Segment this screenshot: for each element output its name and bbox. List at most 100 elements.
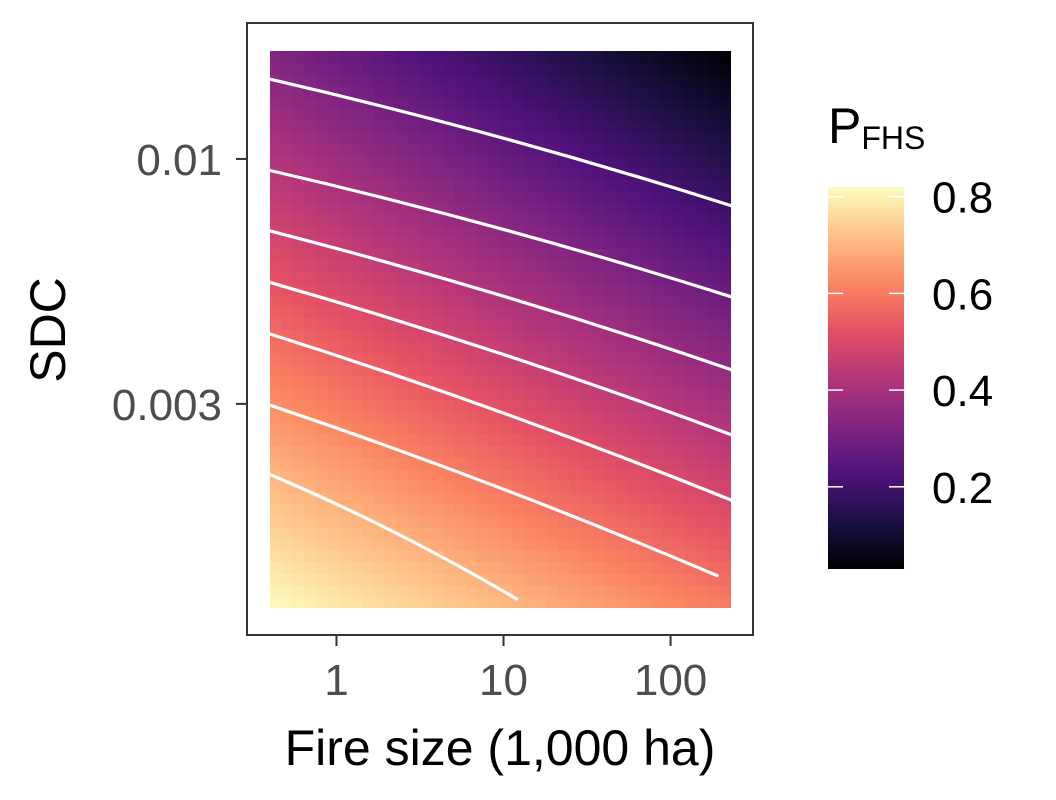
- heatmap-cell: [431, 561, 444, 574]
- heatmap-cell: [431, 480, 444, 493]
- heatmap-cell: [373, 445, 386, 458]
- heatmap-cell: [535, 410, 548, 423]
- heatmap-cell: [362, 457, 375, 470]
- heatmap-cell: [512, 271, 525, 284]
- heatmap-cell: [684, 399, 698, 412]
- heatmap-cell: [719, 155, 731, 168]
- heatmap-cell: [327, 155, 340, 168]
- heatmap-cell: [465, 596, 479, 608]
- heatmap-cell: [304, 468, 317, 481]
- heatmap-cell: [558, 201, 571, 215]
- heatmap-cell: [661, 422, 674, 435]
- heatmap-cell: [696, 468, 709, 481]
- heatmap-cell: [523, 573, 536, 586]
- heatmap-cell: [650, 201, 663, 215]
- heatmap-cell: [569, 341, 582, 354]
- heatmap-cell: [627, 480, 640, 493]
- heatmap-cell: [500, 62, 513, 75]
- heatmap-cell: [465, 132, 479, 145]
- heatmap-cell: [442, 317, 456, 331]
- heatmap-cell: [385, 213, 398, 226]
- heatmap-cell: [281, 271, 294, 284]
- heatmap-cell: [558, 294, 571, 307]
- heatmap-cell: [535, 561, 548, 574]
- heatmap-cell: [615, 120, 628, 133]
- heatmap-cell: [488, 445, 502, 458]
- heatmap-cell: [650, 62, 663, 75]
- heatmap-cell: [512, 526, 525, 539]
- heatmap-cell: [661, 97, 674, 110]
- heatmap-cell: [581, 225, 594, 238]
- heatmap-cell: [385, 306, 398, 319]
- heatmap-cell: [327, 538, 340, 551]
- heatmap-cell: [477, 329, 490, 342]
- heatmap-cell: [535, 399, 548, 412]
- heatmap-cell: [350, 143, 363, 157]
- heatmap-cell: [477, 538, 490, 551]
- heatmap-cell: [592, 491, 605, 505]
- heatmap-cell: [627, 491, 640, 505]
- heatmap-cell: [707, 236, 721, 249]
- heatmap-cell: [604, 120, 617, 133]
- heatmap-cell: [569, 62, 582, 75]
- heatmap-cell: [316, 410, 329, 423]
- heatmap-cell: [304, 74, 317, 87]
- heatmap-cell: [696, 410, 709, 423]
- heatmap-cell: [339, 155, 352, 168]
- heatmap-cell: [558, 561, 571, 574]
- heatmap-cell: [385, 51, 398, 64]
- colorbar-tick-label: 0.6: [932, 270, 993, 319]
- heatmap-cell: [431, 51, 444, 64]
- heatmap-cell: [385, 433, 398, 447]
- heatmap-cell: [339, 515, 352, 528]
- heatmap-cell: [604, 422, 617, 435]
- heatmap-cell: [696, 132, 709, 145]
- heatmap-cell: [707, 375, 721, 389]
- heatmap-cell: [304, 457, 317, 470]
- heatmap-cell: [419, 596, 432, 608]
- heatmap-cell: [592, 549, 605, 563]
- heatmap-cell: [615, 236, 628, 249]
- heatmap-cell: [581, 352, 594, 365]
- heatmap-cell: [488, 317, 502, 331]
- heatmap-cell: [408, 294, 421, 307]
- heatmap-cell: [719, 248, 731, 261]
- heatmap-cell: [281, 561, 294, 574]
- heatmap-cell: [719, 561, 731, 574]
- heatmap-cell: [546, 329, 559, 342]
- heatmap-cell: [419, 120, 432, 133]
- heatmap-cell: [477, 190, 490, 203]
- heatmap-cell: [650, 74, 663, 87]
- heatmap-cell: [604, 236, 617, 249]
- heatmap-cell: [696, 85, 709, 99]
- heatmap-cell: [316, 480, 329, 493]
- heatmap-cell: [442, 132, 456, 145]
- heatmap-cell: [327, 190, 340, 203]
- heatmap-cell: [327, 549, 340, 563]
- heatmap-cell: [419, 167, 432, 180]
- heatmap-cell: [293, 213, 306, 226]
- heatmap-cell: [373, 422, 386, 435]
- heatmap-cell: [362, 167, 375, 180]
- heatmap-cell: [581, 480, 594, 493]
- heatmap-cell: [477, 317, 490, 331]
- heatmap-cell: [293, 468, 306, 481]
- heatmap-cell: [661, 201, 674, 215]
- heatmap-cell: [512, 317, 525, 331]
- heatmap-cell: [488, 213, 502, 226]
- heatmap-cell: [638, 306, 651, 319]
- heatmap-cell: [604, 596, 617, 608]
- heatmap-cell: [454, 236, 467, 249]
- heatmap-cell: [604, 213, 617, 226]
- heatmap-cell: [604, 329, 617, 342]
- heatmap-cell: [638, 178, 651, 191]
- heatmap-cell: [604, 62, 617, 75]
- heatmap-cell: [638, 491, 651, 505]
- heatmap-cell: [719, 178, 731, 191]
- heatmap-cell: [523, 445, 536, 458]
- heatmap-cell: [396, 329, 409, 342]
- heatmap-cell: [293, 491, 306, 505]
- heatmap-cell: [408, 573, 421, 586]
- heatmap-cell: [696, 445, 709, 458]
